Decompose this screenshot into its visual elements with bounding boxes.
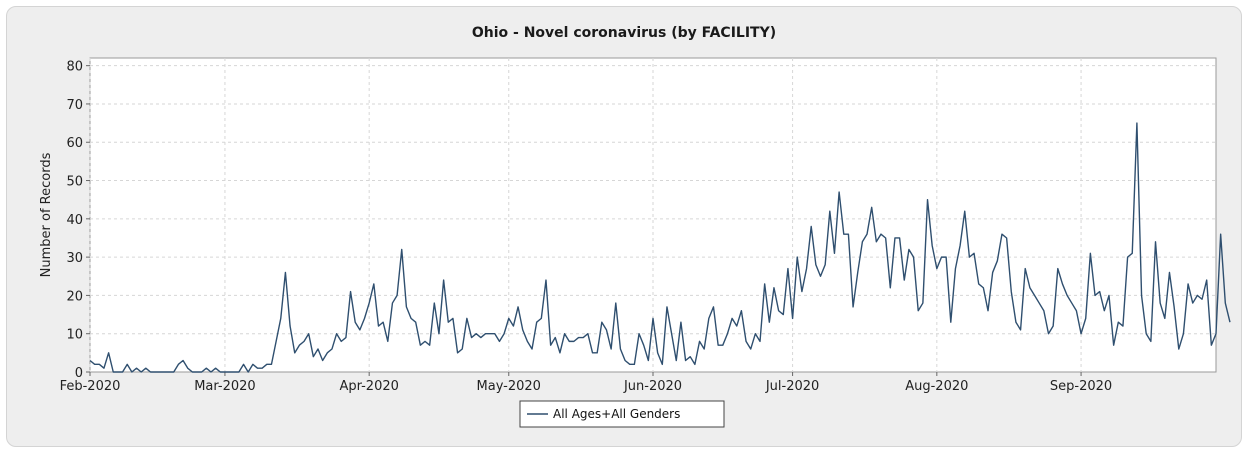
x-tick-label: Mar-2020 <box>194 379 255 394</box>
y-tick-label: 10 <box>66 328 83 343</box>
x-tick-label: Aug-2020 <box>905 379 968 394</box>
x-tick-label: Apr-2020 <box>339 379 398 394</box>
y-tick-label: 70 <box>66 98 83 113</box>
x-tick-label: Jun-2020 <box>623 379 682 394</box>
chart-title: Ohio - Novel coronavirus (by FACILITY) <box>472 25 776 41</box>
x-tick-label: May-2020 <box>477 379 541 394</box>
x-tick-label: Jul-2020 <box>765 379 819 394</box>
y-tick-label: 0 <box>75 366 83 381</box>
legend-label: All Ages+All Genders <box>553 407 680 421</box>
grid-lines <box>89 58 1216 372</box>
x-tick-label: Feb-2020 <box>60 379 121 394</box>
y-tick-label: 80 <box>66 60 83 75</box>
y-tick-label: 40 <box>66 213 83 228</box>
axes: 0 10 20 30 40 50 60 70 80 Feb-2020 Mar-2020 Apr-202… <box>60 60 1113 394</box>
y-tick-label: 60 <box>66 136 83 151</box>
legend: All Ages+All Genders <box>519 400 725 428</box>
x-tick-label: Sep-2020 <box>1050 379 1112 394</box>
y-tick-label: 30 <box>66 251 83 266</box>
y-axis-label: Number of Records <box>39 152 54 277</box>
y-tick-label: 50 <box>66 175 83 190</box>
series-layer <box>89 122 1231 373</box>
legend-box <box>519 400 725 428</box>
series-line <box>89 122 1231 373</box>
y-tick-label: 20 <box>66 289 83 304</box>
